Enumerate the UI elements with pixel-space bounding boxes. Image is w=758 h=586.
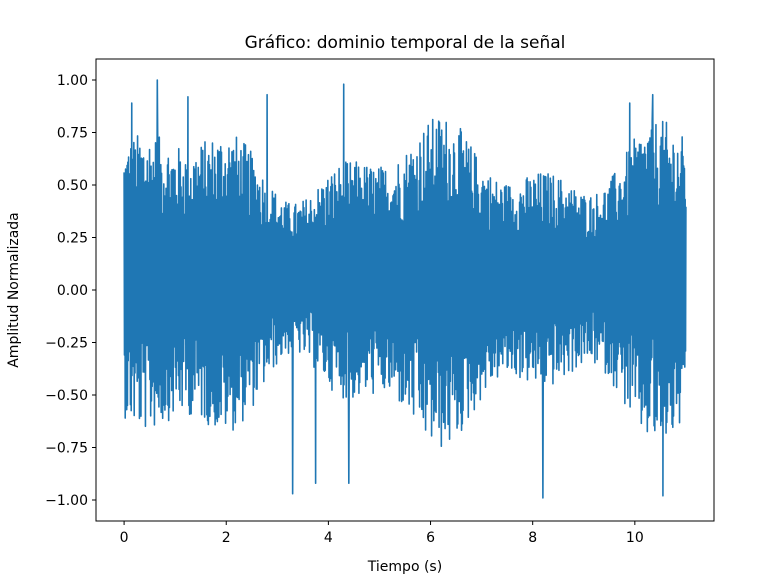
x-axis: 0 2 4 6 8 10 (120, 521, 644, 546)
y-axis-label: Amplitud Normalizada (6, 212, 22, 368)
y-tick-label: 1.00 (57, 73, 88, 89)
y-tick-label: −0.25 (45, 336, 88, 352)
signal-line (123, 79, 687, 499)
x-tick-label: 2 (222, 530, 231, 546)
x-tick-label: 6 (426, 530, 435, 546)
y-tick-label: −0.75 (45, 441, 88, 457)
y-tick-label: −1.00 (45, 493, 88, 509)
y-axis: −1.00 −0.75 −0.50 −0.25 0.00 0.25 0.50 0.75 1.00 (45, 73, 96, 509)
x-tick-label: 8 (528, 530, 537, 546)
y-tick-label: 0.50 (57, 178, 88, 194)
x-tick-label: 0 (120, 530, 129, 546)
y-tick-label: −0.50 (45, 388, 88, 404)
y-tick-label: 0.75 (57, 126, 88, 142)
x-tick-label: 10 (626, 530, 644, 546)
chart-title: Gráfico: dominio temporal de la señal (245, 33, 566, 53)
x-tick-label: 4 (324, 530, 333, 546)
y-tick-label: 0.25 (57, 231, 88, 247)
x-axis-label: Tiempo (s) (367, 559, 442, 575)
plot-area (123, 79, 687, 499)
y-tick-label: 0.00 (57, 283, 88, 299)
